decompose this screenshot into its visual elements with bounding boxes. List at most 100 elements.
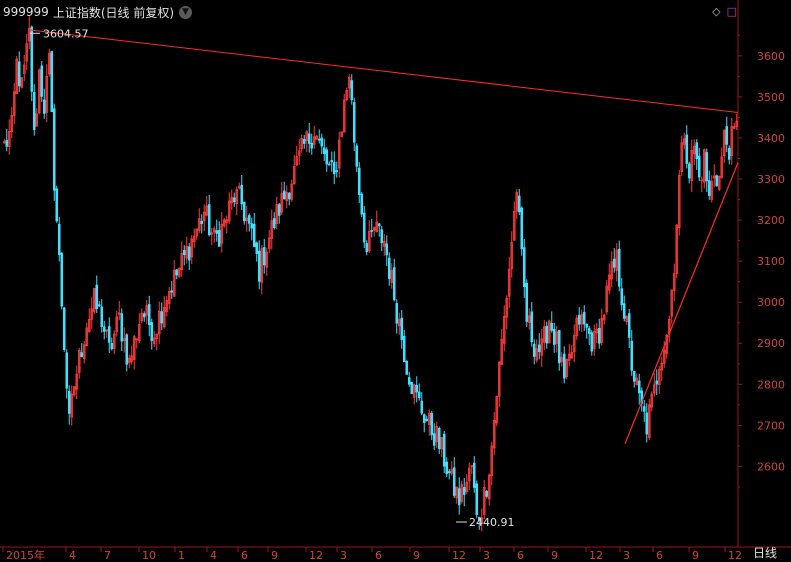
candle-body	[470, 465, 474, 468]
candle-body	[600, 317, 604, 343]
candle-body	[135, 338, 139, 341]
candle-body	[702, 149, 706, 183]
candle-body	[680, 142, 684, 173]
candle-body	[105, 329, 109, 332]
x-tick-label: 9	[551, 549, 558, 562]
candle-body	[200, 220, 204, 224]
candle-body	[380, 229, 384, 244]
support-trendline[interactable]	[624, 162, 739, 445]
candle-body	[307, 133, 311, 144]
candle-body	[165, 299, 169, 312]
candle-body	[300, 138, 304, 149]
candle-body	[222, 219, 226, 227]
y-tick-label: 2900	[757, 337, 785, 350]
candle-body	[245, 217, 249, 222]
x-tick-label: 7	[104, 549, 111, 562]
candle-body	[545, 325, 549, 344]
x-tick-label: 1	[178, 549, 185, 562]
candle-body	[130, 355, 134, 362]
x-tick-label: 4	[69, 549, 76, 562]
candle-body	[280, 192, 284, 213]
period-button[interactable]: 日线	[752, 546, 777, 560]
candle-body	[582, 312, 586, 325]
candle-body	[112, 333, 116, 349]
candle-body	[585, 323, 589, 328]
candle-body	[655, 380, 659, 385]
candle-body	[347, 77, 351, 89]
candle-body	[395, 303, 399, 324]
diamond-icon[interactable]: ◇	[712, 5, 721, 18]
candle-body	[480, 517, 484, 524]
y-tick-label: 2700	[757, 419, 785, 432]
candle-body	[190, 238, 194, 258]
candle-body	[507, 268, 511, 297]
candle-body	[492, 419, 496, 449]
candle-body	[180, 253, 184, 271]
candle-body	[402, 335, 406, 363]
candle-body	[265, 251, 269, 268]
candle-body	[172, 270, 176, 297]
candle-body	[35, 113, 39, 127]
candle-body	[407, 377, 411, 385]
candle-body	[65, 352, 69, 389]
candle-body	[182, 250, 186, 255]
chevron-down-icon[interactable]: ▼	[179, 5, 193, 19]
chart-toolbar: ◇ □	[712, 5, 737, 18]
candle-body	[422, 414, 426, 423]
candle-body	[460, 484, 464, 502]
candle-body	[575, 317, 579, 337]
candle-body	[447, 471, 451, 473]
candle-body	[195, 228, 199, 237]
candle-body	[412, 384, 416, 398]
candle-body	[302, 138, 306, 144]
candle-body	[115, 316, 119, 332]
candle-body	[550, 323, 554, 331]
resistance-trendline[interactable]	[29, 29, 739, 114]
candle-body	[627, 313, 631, 338]
candle-body	[400, 317, 404, 340]
candle-body	[310, 142, 314, 149]
candle-body	[502, 315, 506, 344]
candle-body	[85, 327, 89, 346]
y-tick-label: 3600	[757, 50, 785, 63]
candle-body	[577, 314, 581, 325]
candle-body	[415, 384, 419, 393]
candle-body	[215, 230, 219, 234]
candle-body	[87, 319, 91, 333]
candle-body	[10, 115, 14, 133]
candle-body	[385, 243, 389, 256]
candle-body	[615, 249, 619, 271]
square-icon[interactable]: □	[726, 5, 737, 18]
candle-body	[62, 307, 66, 350]
candle-body	[147, 304, 151, 326]
candle-body	[325, 149, 329, 165]
candle-body	[695, 142, 699, 160]
candle-body	[220, 223, 224, 244]
candle-body	[392, 267, 396, 301]
candle-body	[212, 228, 216, 233]
candle-body	[235, 189, 239, 204]
candle-body	[650, 393, 654, 408]
y-tick-label: 3400	[757, 132, 785, 145]
candle-body	[50, 51, 54, 113]
candle-body	[697, 155, 701, 178]
x-tick-label: 12	[452, 549, 466, 562]
candle-body	[495, 395, 499, 424]
candle-body	[137, 324, 141, 341]
candle-body	[27, 28, 31, 42]
candle-body	[175, 269, 179, 276]
candle-body	[80, 352, 84, 358]
candle-body	[715, 175, 719, 187]
candle-body	[660, 362, 664, 371]
candle-body	[430, 412, 434, 436]
candle-body	[45, 75, 49, 113]
candle-body	[532, 343, 536, 357]
candle-body	[670, 289, 674, 317]
candle-body	[40, 65, 44, 97]
candle-body	[15, 58, 19, 94]
candle-body	[267, 237, 271, 249]
candle-body	[387, 257, 391, 279]
high-value-label: 3604.57	[43, 27, 89, 40]
